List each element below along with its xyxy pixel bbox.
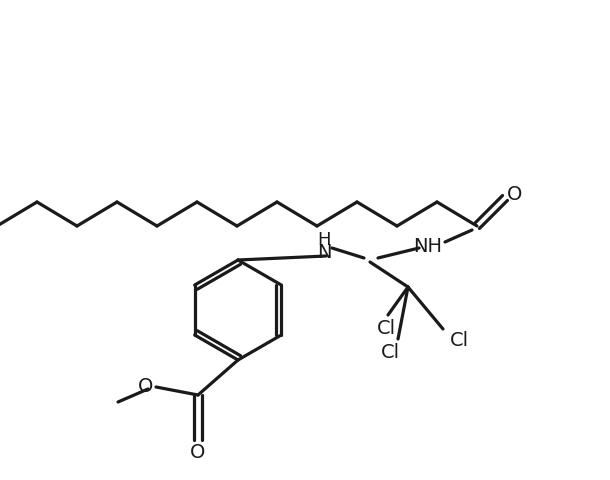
Text: Cl: Cl [381, 344, 400, 362]
Text: NH: NH [414, 237, 442, 255]
Text: Cl: Cl [376, 320, 395, 338]
Text: N: N [317, 242, 331, 262]
Text: O: O [508, 184, 523, 204]
Text: O: O [138, 377, 154, 396]
Text: O: O [190, 444, 206, 463]
Text: H: H [317, 231, 331, 249]
Text: Cl: Cl [450, 332, 468, 350]
